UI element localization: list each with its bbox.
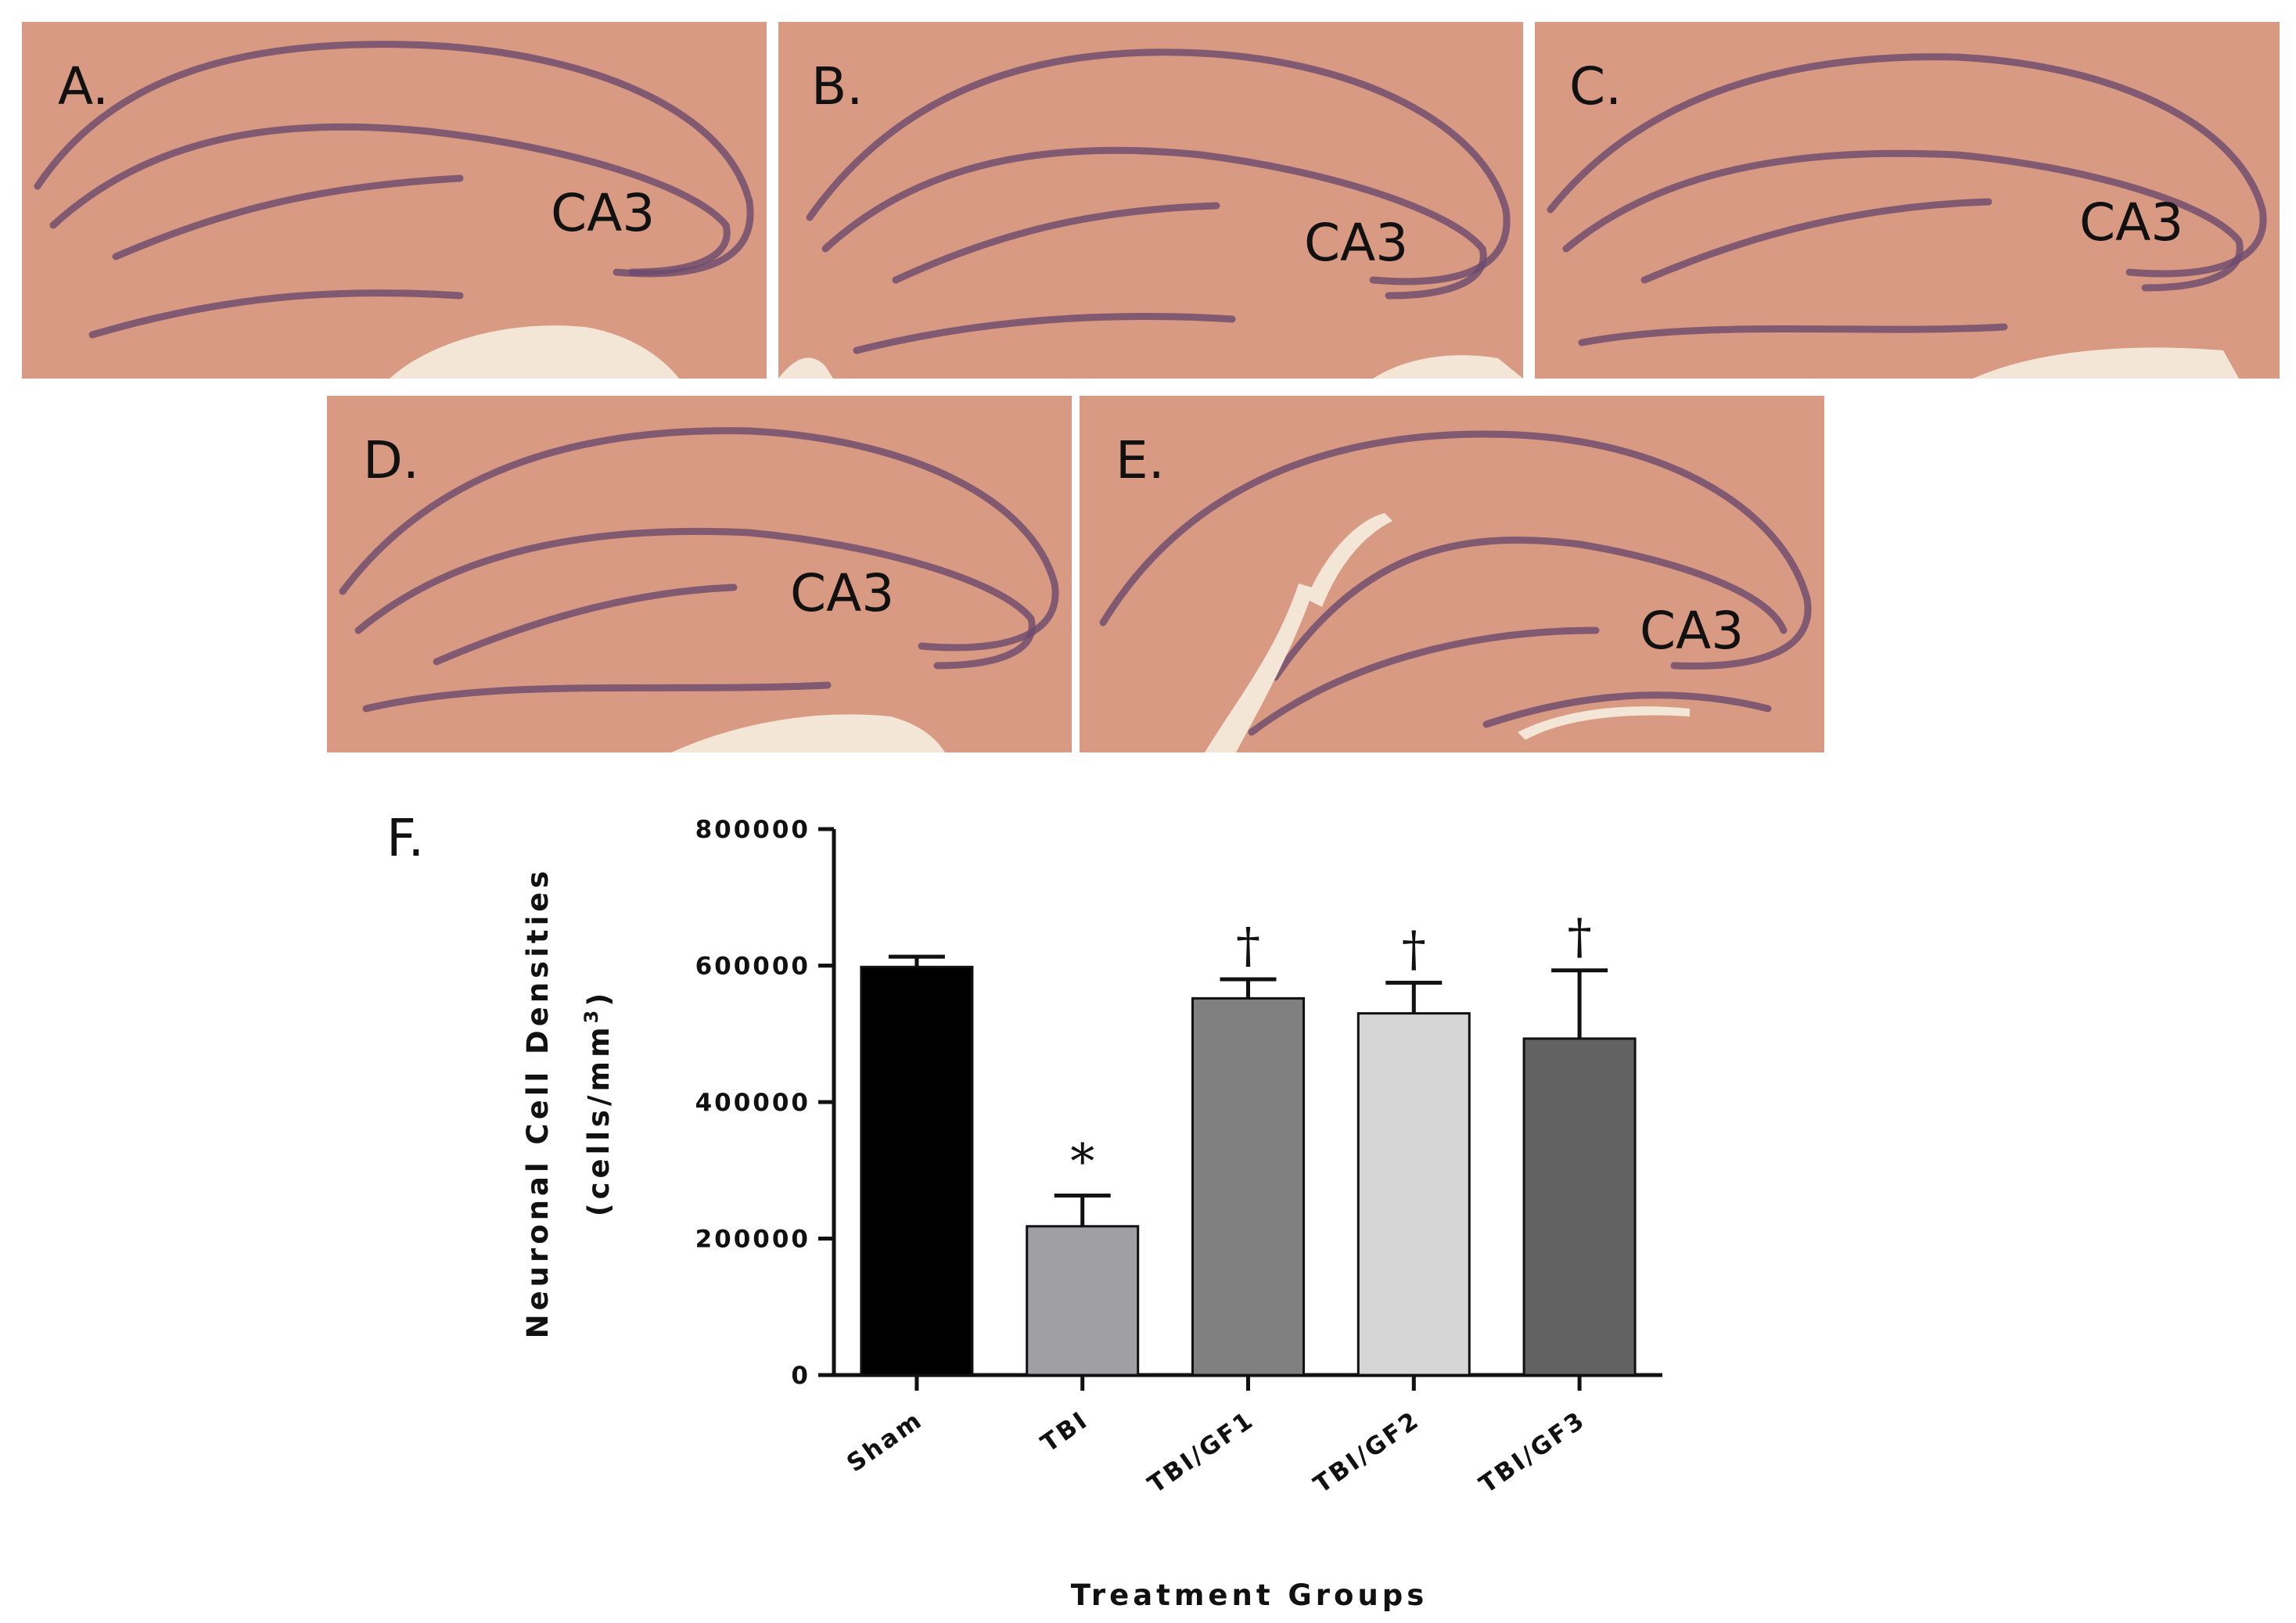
significance-marker: † [1236, 917, 1260, 974]
region-label: CA3 [1304, 213, 1409, 273]
y-tick-label: 600000 [695, 953, 810, 981]
y-axis-unit-superscript: 3 [580, 1007, 602, 1024]
region-label: CA3 [551, 183, 656, 243]
panel-letter: A. [58, 56, 109, 117]
x-axis: Sham TBI TBI/GF1 TBI/GF2 TBI/GF3 [834, 1373, 1662, 1499]
bar [860, 965, 974, 1377]
y-axis-unit-close: ) [582, 989, 616, 1007]
bar [1026, 1225, 1140, 1377]
panel-letter: C. [1569, 56, 1622, 117]
hippocampus-image [327, 396, 1072, 752]
y-tick-label: 800000 [695, 816, 810, 844]
significance-marker: * [1070, 1133, 1094, 1190]
hippocampus-image [1080, 396, 1824, 752]
significance-marker: † [1568, 908, 1592, 965]
hippocampus-image [1535, 22, 2280, 379]
panel-e: E. CA3 [1080, 396, 1824, 752]
y-axis: 0 200000 400000 600000 800000 [695, 816, 836, 1390]
bars: * † † † [860, 908, 1637, 1377]
x-tick-label: TBI/GF3 [1475, 1406, 1591, 1499]
panel-b: B. CA3 [778, 22, 1523, 379]
y-axis-unit-text: (cells/mm [582, 1023, 616, 1216]
region-label: CA3 [790, 563, 895, 623]
x-axis-title: Treatment Groups [1071, 1578, 1428, 1612]
panel-c: C. CA3 [1535, 22, 2280, 379]
y-axis-title: Neuronal Cell Densities [521, 867, 555, 1339]
y-tick-label: 400000 [695, 1089, 810, 1117]
bar [1191, 996, 1305, 1377]
y-tick-label: 200000 [695, 1226, 810, 1254]
panel-letter: D. [363, 430, 419, 490]
hippocampus-image [778, 22, 1523, 379]
hippocampus-image [22, 22, 767, 379]
panel-d: D. CA3 [327, 396, 1072, 752]
x-tick-label: TBI/GF2 [1309, 1406, 1425, 1499]
panel-letter: B. [811, 56, 864, 117]
region-label: CA3 [1640, 601, 1744, 661]
bar [1522, 1037, 1637, 1377]
significance-marker: † [1402, 920, 1426, 977]
x-tick-label: TBI/GF1 [1143, 1406, 1259, 1499]
x-tick-label: Sham [842, 1406, 928, 1478]
panel-letter-f: F. [386, 808, 424, 868]
panel-letter: E. [1116, 430, 1165, 490]
y-axis-unit: (cells/mm3) [580, 989, 616, 1217]
region-label: CA3 [2079, 192, 2184, 253]
panel-a: A. CA3 [22, 22, 767, 379]
bar [1356, 1012, 1471, 1377]
x-tick-label: TBI [1036, 1406, 1094, 1458]
y-tick-label: 0 [791, 1362, 810, 1390]
